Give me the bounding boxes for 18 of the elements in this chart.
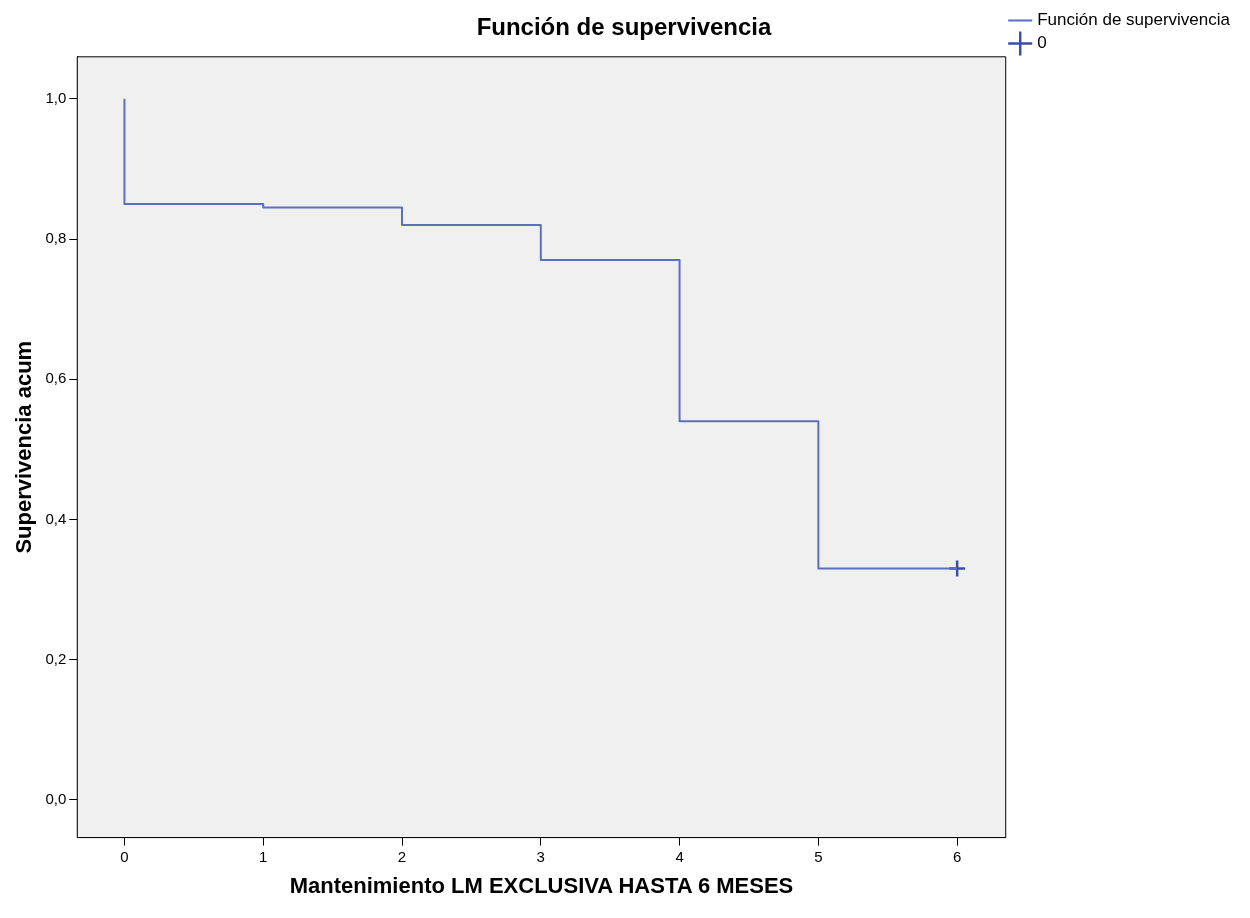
y-tick-label: 0,8 — [45, 229, 67, 247]
x-tick-label: 1 — [259, 847, 268, 865]
x-tick-label: 0 — [120, 847, 129, 865]
x-tick-label: 2 — [397, 847, 407, 865]
x-tick-label: 4 — [675, 847, 684, 865]
x-tick-label: 3 — [536, 847, 545, 865]
x-axis-title: Mantenimiento LM EXCLUSIVA HASTA 6 MESES — [289, 872, 794, 898]
y-tick-label: 0,0 — [45, 789, 67, 807]
y-tick-label: 0,4 — [45, 509, 67, 527]
y-axis-title: Supervivencia acum — [11, 340, 37, 554]
legend-label: Función de supervivencia — [1037, 10, 1231, 30]
y-tick-label: 1,0 — [45, 88, 67, 106]
y-tick-label: 0,2 — [45, 649, 67, 667]
x-tick-label: 6 — [952, 847, 962, 865]
x-tick-label: 5 — [814, 847, 823, 865]
legend-label: 0 — [1037, 33, 1047, 53]
y-tick-label: 0,6 — [45, 369, 67, 387]
chart-title: Función de supervivencia — [476, 13, 773, 41]
